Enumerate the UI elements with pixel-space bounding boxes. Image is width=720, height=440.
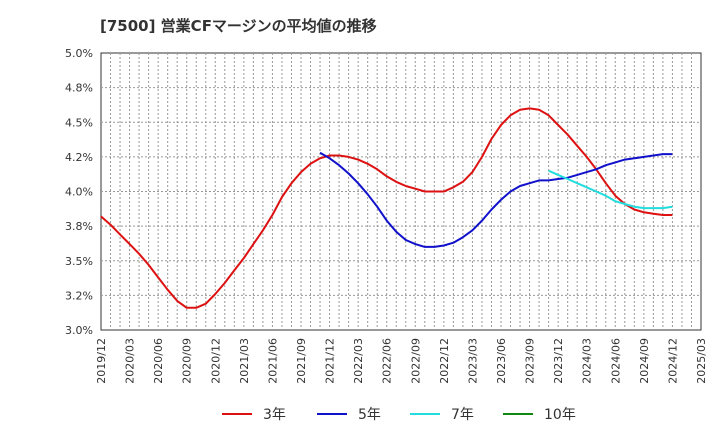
series-lines [100,107,673,309]
x-tick-label: 2023/09 [524,338,537,384]
y-tick-label: 3.8% [65,220,93,233]
grid [101,53,701,330]
x-tick-label: 2022/03 [352,338,365,384]
legend: 3年 5年 7年 10年 [222,407,576,423]
x-tick-label: 2020/09 [181,338,194,384]
y-tick-label: 5.0% [65,47,93,60]
series-line-7年 [548,169,673,210]
x-tick-label: 2020/06 [152,338,165,384]
y-tick-label: 3.2% [65,289,93,302]
y-tick-label: 3.5% [65,255,93,268]
legend-label: 7年 [451,407,474,423]
legend-label: 3年 [263,407,286,423]
y-tick-label: 3.0% [65,324,93,337]
x-tick-label: 2024/03 [581,338,594,384]
legend-label: 10年 [544,407,576,423]
x-tick-label: 2023/12 [552,338,565,384]
x-tick-label: 2024/09 [638,338,651,384]
x-tick-label: 2022/12 [438,338,451,384]
chart-title: [7500] 営業CFマージンの平均値の推移 [100,17,377,35]
x-tick-label: 2024/06 [609,338,622,384]
x-tick-label: 2021/03 [238,338,251,384]
series-line-3年 [100,107,673,309]
x-tick-label: 2020/03 [124,338,137,384]
y-tick-label: 4.8% [65,82,93,95]
x-tick-label: 2021/12 [324,338,337,384]
x-axis-ticks: 2019/12 2020/03 2020/06 2020/09 2020/12 2021/… [95,338,708,384]
x-tick-label: 2025/03 [695,338,708,384]
x-tick-label: 2021/09 [295,338,308,384]
x-tick-label: 2021/06 [266,338,279,384]
x-tick-label: 2020/12 [209,338,222,384]
x-tick-label: 2024/12 [666,338,679,384]
series-line-5年 [319,151,673,248]
y-axis-ticks: 3.0% 3.2% 3.5% 3.8% 4.0% 4.2% 4.5% 4.8% 5.0% [65,47,93,337]
x-tick-label: 2019/12 [95,338,108,384]
x-tick-label: 2022/06 [381,338,394,384]
y-tick-label: 4.2% [65,151,93,164]
legend-label: 5年 [358,407,381,423]
x-tick-label: 2023/03 [466,338,479,384]
x-tick-label: 2023/06 [495,338,508,384]
y-tick-label: 4.5% [65,116,93,129]
y-tick-label: 4.0% [65,186,93,199]
x-tick-label: 2022/09 [409,338,422,384]
